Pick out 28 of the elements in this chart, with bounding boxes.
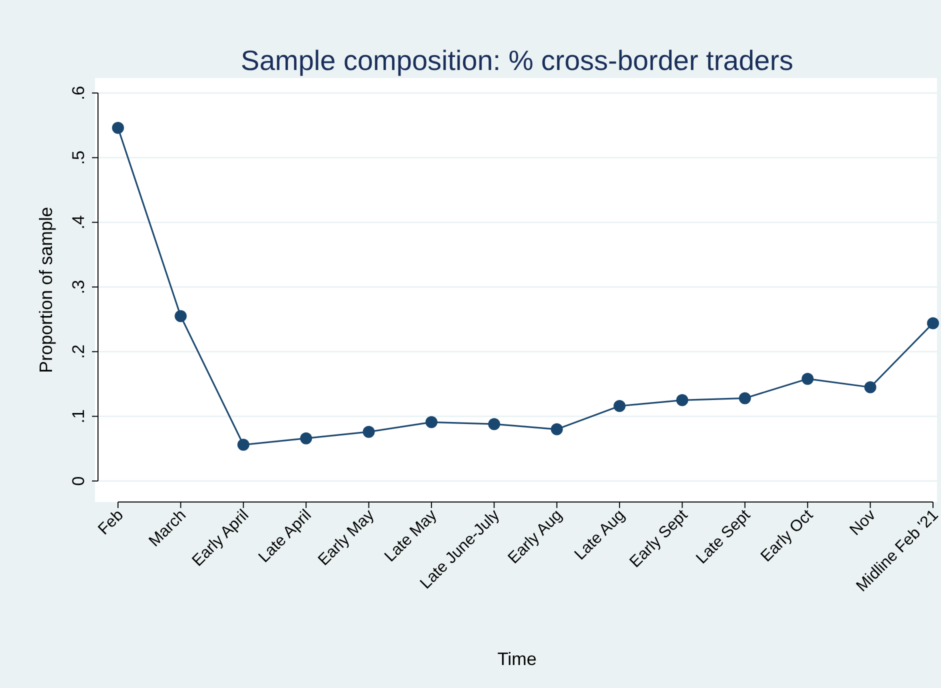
point — [112, 122, 124, 134]
x-tick-label: Feb — [95, 506, 127, 538]
x-tick-label: Nov — [846, 506, 880, 539]
y-tick-label: .6 — [69, 86, 88, 100]
x-tick-label: Late May — [382, 506, 440, 566]
point — [614, 400, 626, 412]
x-axis-title: Time — [497, 649, 537, 669]
y-tick-label: .4 — [69, 215, 88, 230]
point — [864, 381, 876, 394]
point — [174, 310, 187, 322]
y-tick-label: .1 — [69, 409, 88, 424]
y-tick-label: .2 — [69, 344, 88, 359]
y-tick-label: .3 — [69, 280, 88, 294]
point — [676, 394, 688, 406]
point — [927, 317, 939, 330]
y-axis-title: Proportion of sample — [36, 206, 56, 374]
point — [550, 423, 563, 436]
point — [488, 418, 500, 430]
point — [425, 416, 438, 428]
point — [802, 372, 814, 385]
x-tick-label: Late Aug — [572, 506, 628, 564]
y-tick-label: .5 — [69, 150, 88, 165]
point — [237, 438, 250, 451]
point — [362, 426, 375, 438]
y-tick-label: 0 — [69, 476, 88, 486]
point — [300, 432, 312, 444]
point — [738, 392, 751, 404]
chart-title: Sample composition: % cross-border traders — [240, 45, 794, 76]
